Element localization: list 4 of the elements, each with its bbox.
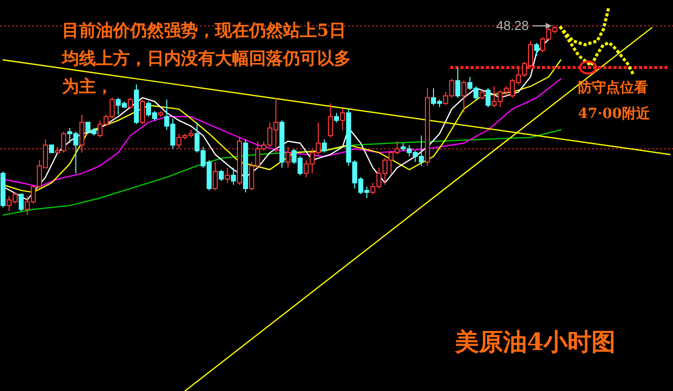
title: 美原油4小时图 <box>455 327 616 356</box>
annotation: 防守点位看47·00附近 <box>578 79 651 122</box>
annotation: 48.28 <box>496 18 529 33</box>
annotation: 目前油价仍然强势，现在仍然站上5日均线上方，日内没有大幅回落仍可以多为主， <box>61 21 351 97</box>
